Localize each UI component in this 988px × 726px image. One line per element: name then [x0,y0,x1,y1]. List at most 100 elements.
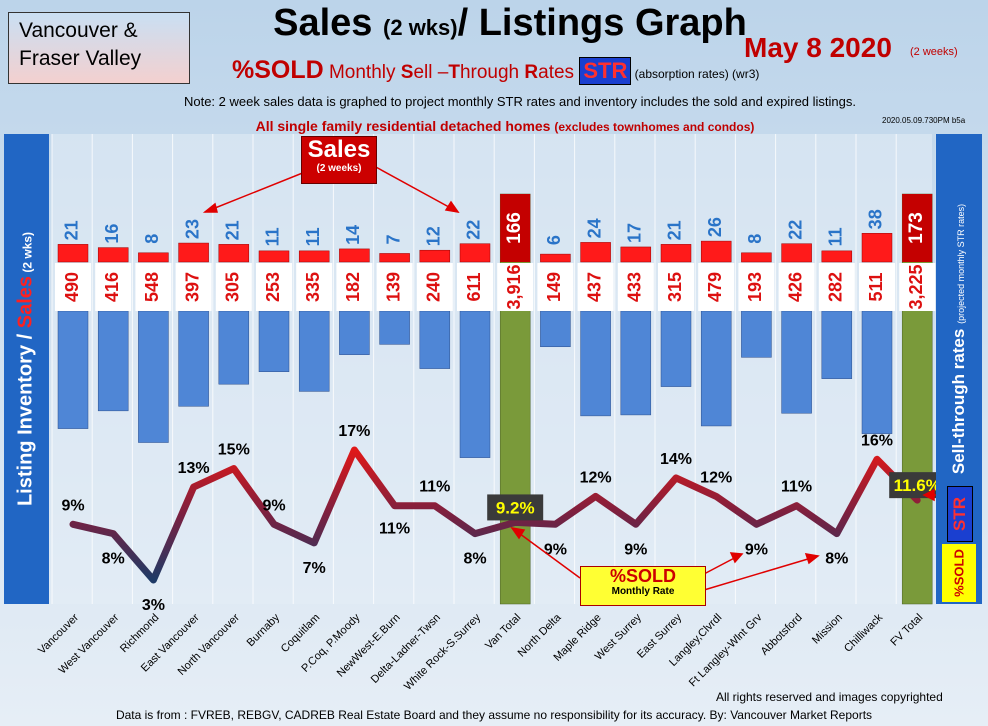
left-axis-period: (2 wks) [20,231,35,276]
chart-title: Sales (2 wks)/ Listings Graph [0,2,988,45]
listing-bar [781,310,812,414]
listing-label: 282 [826,272,846,302]
listing-label: 511 [866,272,886,301]
listing-bar [660,310,692,387]
listing-label-bg [457,263,493,311]
sales-label: 21 [62,220,82,240]
sales-label: 173 [906,212,927,244]
listing-label: 611 [464,272,484,301]
pct-label: 8% [825,551,848,568]
listing-labels: 490 416 548 397 305 253 335 182 139 240 611 3,916 14… [55,263,936,311]
sales-label: 7 [383,234,403,244]
pct-label: 9% [544,541,567,558]
sales-label: 21 [665,220,685,240]
wr3-note: (wr3) [732,67,760,81]
sales-label: 24 [584,218,604,238]
grid [51,134,937,604]
listing-label-bg [818,263,855,311]
pct-label: 11% [781,479,812,496]
subtitle-pct-sold: %SOLD [232,56,324,84]
listing-bar [700,310,732,427]
listing-bar [580,310,611,417]
title-rest: / Listings Graph [457,2,747,44]
sold-callout: %SOLD Monthly Rate [580,566,706,606]
listing-label: 182 [343,272,363,302]
str-badge: STR [579,57,632,85]
listing-bar [339,310,370,355]
sales-label: 26 [705,217,725,237]
sold-arrow-right [703,555,819,591]
sales-bar [540,253,571,263]
listing-label: 416 [102,272,122,302]
category-label: Delta-Ladner-Twsn [369,612,443,686]
callout-arrows [202,165,938,591]
sales-bar [298,250,330,263]
sales-arrowhead-right [444,200,460,214]
listing-label-bg [336,263,373,311]
listing-label-bg [658,263,694,311]
listing-bar [379,310,410,345]
listing-label: 139 [383,272,403,302]
listing-label: 437 [584,272,604,302]
subtitle-t: T [448,62,460,83]
sales-bar [379,253,410,263]
sales-label: 21 [223,220,243,240]
listing-label: 3,225 [906,264,926,309]
sell-through-line-group [69,446,921,584]
sales-bar [258,250,290,263]
sell-through-line [69,446,921,584]
listing-label-bg [215,263,252,311]
pct-label: 13% [178,460,210,477]
pct-label: 12% [700,469,732,486]
sold-arrowhead-left [510,526,526,540]
sales-label: 11 [263,227,283,246]
category-label: Burnaby [245,611,283,649]
total-sales-bar [500,194,531,262]
listing-bar [97,310,129,412]
total-pct-bg [889,472,946,499]
listing-label-bg [376,263,413,311]
sales-bar [57,244,89,263]
sales-bar [781,243,812,263]
sales-label: 22 [785,220,805,240]
sales-labels: 21 16 8 23 21 11 11 14 7 12 22 166 6 24 17 21 26 8 22 11 38 1… [62,209,927,246]
str-vertical-badge: STR [947,486,973,542]
listing-bar [540,310,571,348]
sales-bar [580,242,611,263]
listing-bar [178,310,209,407]
pct-label: 9% [745,541,768,558]
listing-label: 426 [785,272,805,302]
left-axis-title: Listing Inventory / Sales (2 wks) [15,232,38,506]
total-bars [499,193,933,605]
category-label: White Rock-S.Surrey [402,611,483,692]
listing-label-bg [859,263,895,311]
pct-label: 11% [419,479,450,496]
listing-label-bg [577,263,614,311]
str-vertical-text: STR [950,497,969,531]
listing-label: 3,916 [504,264,524,309]
listing-bar [821,310,853,379]
sales-label: 166 [504,212,525,244]
pct-label: 9% [624,541,647,558]
sales-bar [178,242,209,263]
right-axis-title: Sell-through rates (projected monthly ST… [949,204,969,474]
pct-label: 7% [303,560,326,577]
sales-arrow-right [373,165,459,213]
title-small: (2 wks) [383,15,458,40]
subtitle-r: R [524,62,539,83]
region-line-2: Fraser Valley [19,47,142,70]
listing-bar [419,310,451,369]
date-label: May 8 2020 [744,32,892,63]
category-label: Van Total [483,612,523,652]
category-label: Chilliwack [842,611,885,654]
sales-label: 14 [343,225,363,245]
sold-callout-text: %SOLD [609,566,676,586]
sales-bar [339,248,370,263]
sales-bar [700,240,732,263]
note-line: Note: 2 week sales data is graphed to pr… [183,94,857,109]
pct-label: 8% [102,551,125,568]
sales-bar [138,252,169,263]
pct-labels: 9% 8% 3% 13% 15% 9% 7% 17% 11% 11% 8% 9.2% 9% 12% 9% 14… [61,423,946,614]
left-axis-panel: Listing Inventory / Sales (2 wks) [4,134,49,604]
